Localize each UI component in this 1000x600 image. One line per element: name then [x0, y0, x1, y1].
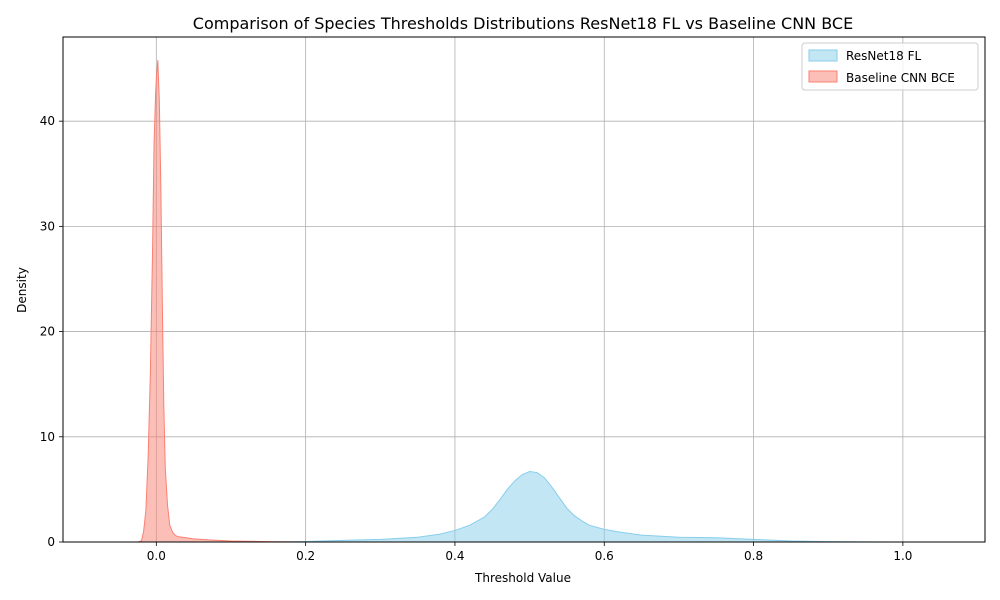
chart-title: Comparison of Species Thresholds Distrib…	[193, 14, 853, 33]
x-axis-label: Threshold Value	[474, 571, 571, 585]
series-layer	[104, 60, 941, 543]
legend-swatch-resnet18-fl	[808, 49, 838, 62]
x-tick-label: 0.8	[744, 549, 763, 563]
legend-swatch-baseline-cnn-bce	[808, 70, 838, 83]
line-baseline-cnn-bce	[137, 60, 306, 543]
y-axis-ticks: 0 10 20 30 40	[40, 114, 63, 549]
y-tick-label: 10	[40, 430, 55, 444]
y-axis-label: Density	[15, 267, 29, 313]
area-resnet18-fl	[104, 471, 941, 542]
x-tick-label: 0.2	[296, 549, 315, 563]
x-tick-label: 0.4	[445, 549, 464, 563]
legend-label-baseline-cnn-bce: Baseline CNN BCE	[846, 71, 955, 85]
y-tick-label: 30	[40, 219, 55, 233]
legend-label-resnet18-fl: ResNet18 FL	[846, 49, 921, 63]
x-tick-label: 0.0	[147, 549, 166, 563]
area-baseline-cnn-bce	[137, 60, 306, 543]
y-tick-label: 20	[40, 325, 55, 339]
grid	[63, 37, 985, 543]
plot-frame	[62, 36, 986, 543]
x-axis-ticks: 0.0 0.2 0.4 0.6 0.8 1.0	[147, 542, 912, 563]
legend: ResNet18 FL Baseline CNN BCE	[801, 42, 979, 91]
legend-box	[801, 42, 979, 91]
y-tick-label: 0	[47, 535, 55, 549]
line-resnet18-fl	[104, 470, 941, 543]
y-tick-label: 40	[40, 114, 55, 128]
x-tick-label: 0.6	[595, 549, 614, 563]
x-tick-label: 1.0	[893, 549, 912, 563]
